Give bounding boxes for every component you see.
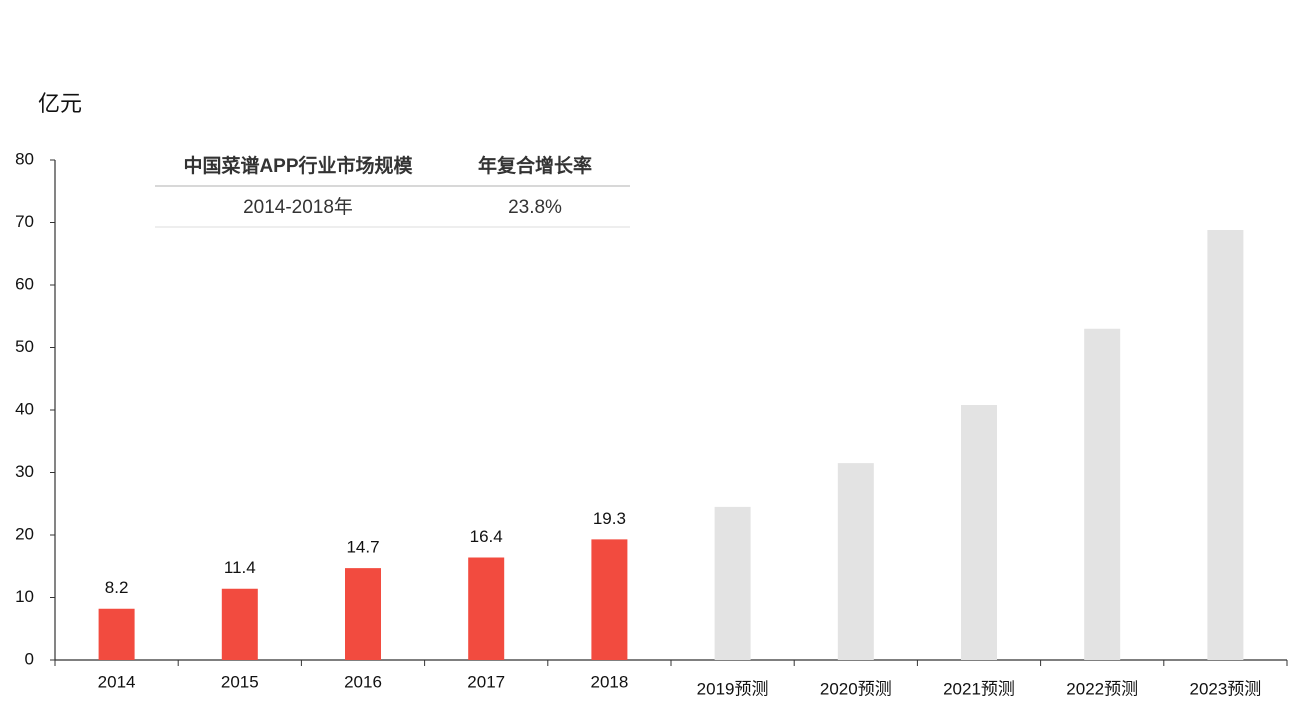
summary-table: 中国菜谱APP行业市场规模 年复合增长率 2014-2018年 23.8% xyxy=(155,154,630,228)
table-header: 中国菜谱APP行业市场规模 xyxy=(183,154,413,177)
y-tick-label: 40 xyxy=(15,399,34,418)
x-tick-label: 2015 xyxy=(221,672,259,691)
x-tick-label: 2018 xyxy=(590,672,628,691)
table-header: 年复合增长率 xyxy=(478,154,592,177)
x-tick-label: 2019预测 xyxy=(697,679,769,698)
y-tick-label: 20 xyxy=(15,524,34,543)
y-tick-label: 50 xyxy=(15,337,34,356)
bar xyxy=(837,463,874,660)
x-tick-label: 2017 xyxy=(467,672,505,691)
value-label: 14.7 xyxy=(346,538,379,557)
bar xyxy=(1207,230,1244,660)
y-tick-label: 10 xyxy=(15,587,34,606)
y-tick-label: 0 xyxy=(25,649,34,668)
x-tick-label: 2020预测 xyxy=(820,679,892,698)
y-tick-label: 70 xyxy=(15,212,34,231)
bar xyxy=(591,539,628,660)
y-tick-label: 80 xyxy=(15,149,34,168)
x-tick-label: 2016 xyxy=(344,672,382,691)
x-tick-label: 2022预测 xyxy=(1066,679,1138,698)
bar xyxy=(1084,328,1121,660)
table-cell: 23.8% xyxy=(508,197,562,218)
y-tick-label: 30 xyxy=(15,462,34,481)
x-tick-label: 2021预测 xyxy=(943,679,1015,698)
value-label: 19.3 xyxy=(593,509,626,528)
value-label: 11.4 xyxy=(224,558,256,577)
bar xyxy=(714,506,751,660)
x-tick-label: 2014 xyxy=(98,672,136,691)
bar xyxy=(468,557,505,660)
unit-label: 亿元 xyxy=(38,91,82,116)
x-tick-label: 2023预测 xyxy=(1189,679,1261,698)
y-tick-label: 60 xyxy=(15,274,34,293)
table-cell: 2014-2018年 xyxy=(243,196,353,218)
bar xyxy=(345,568,381,660)
value-label: 16.4 xyxy=(470,527,503,546)
bar xyxy=(961,405,997,660)
value-label: 8.2 xyxy=(105,578,129,597)
bar xyxy=(98,608,135,660)
bar xyxy=(221,588,258,660)
